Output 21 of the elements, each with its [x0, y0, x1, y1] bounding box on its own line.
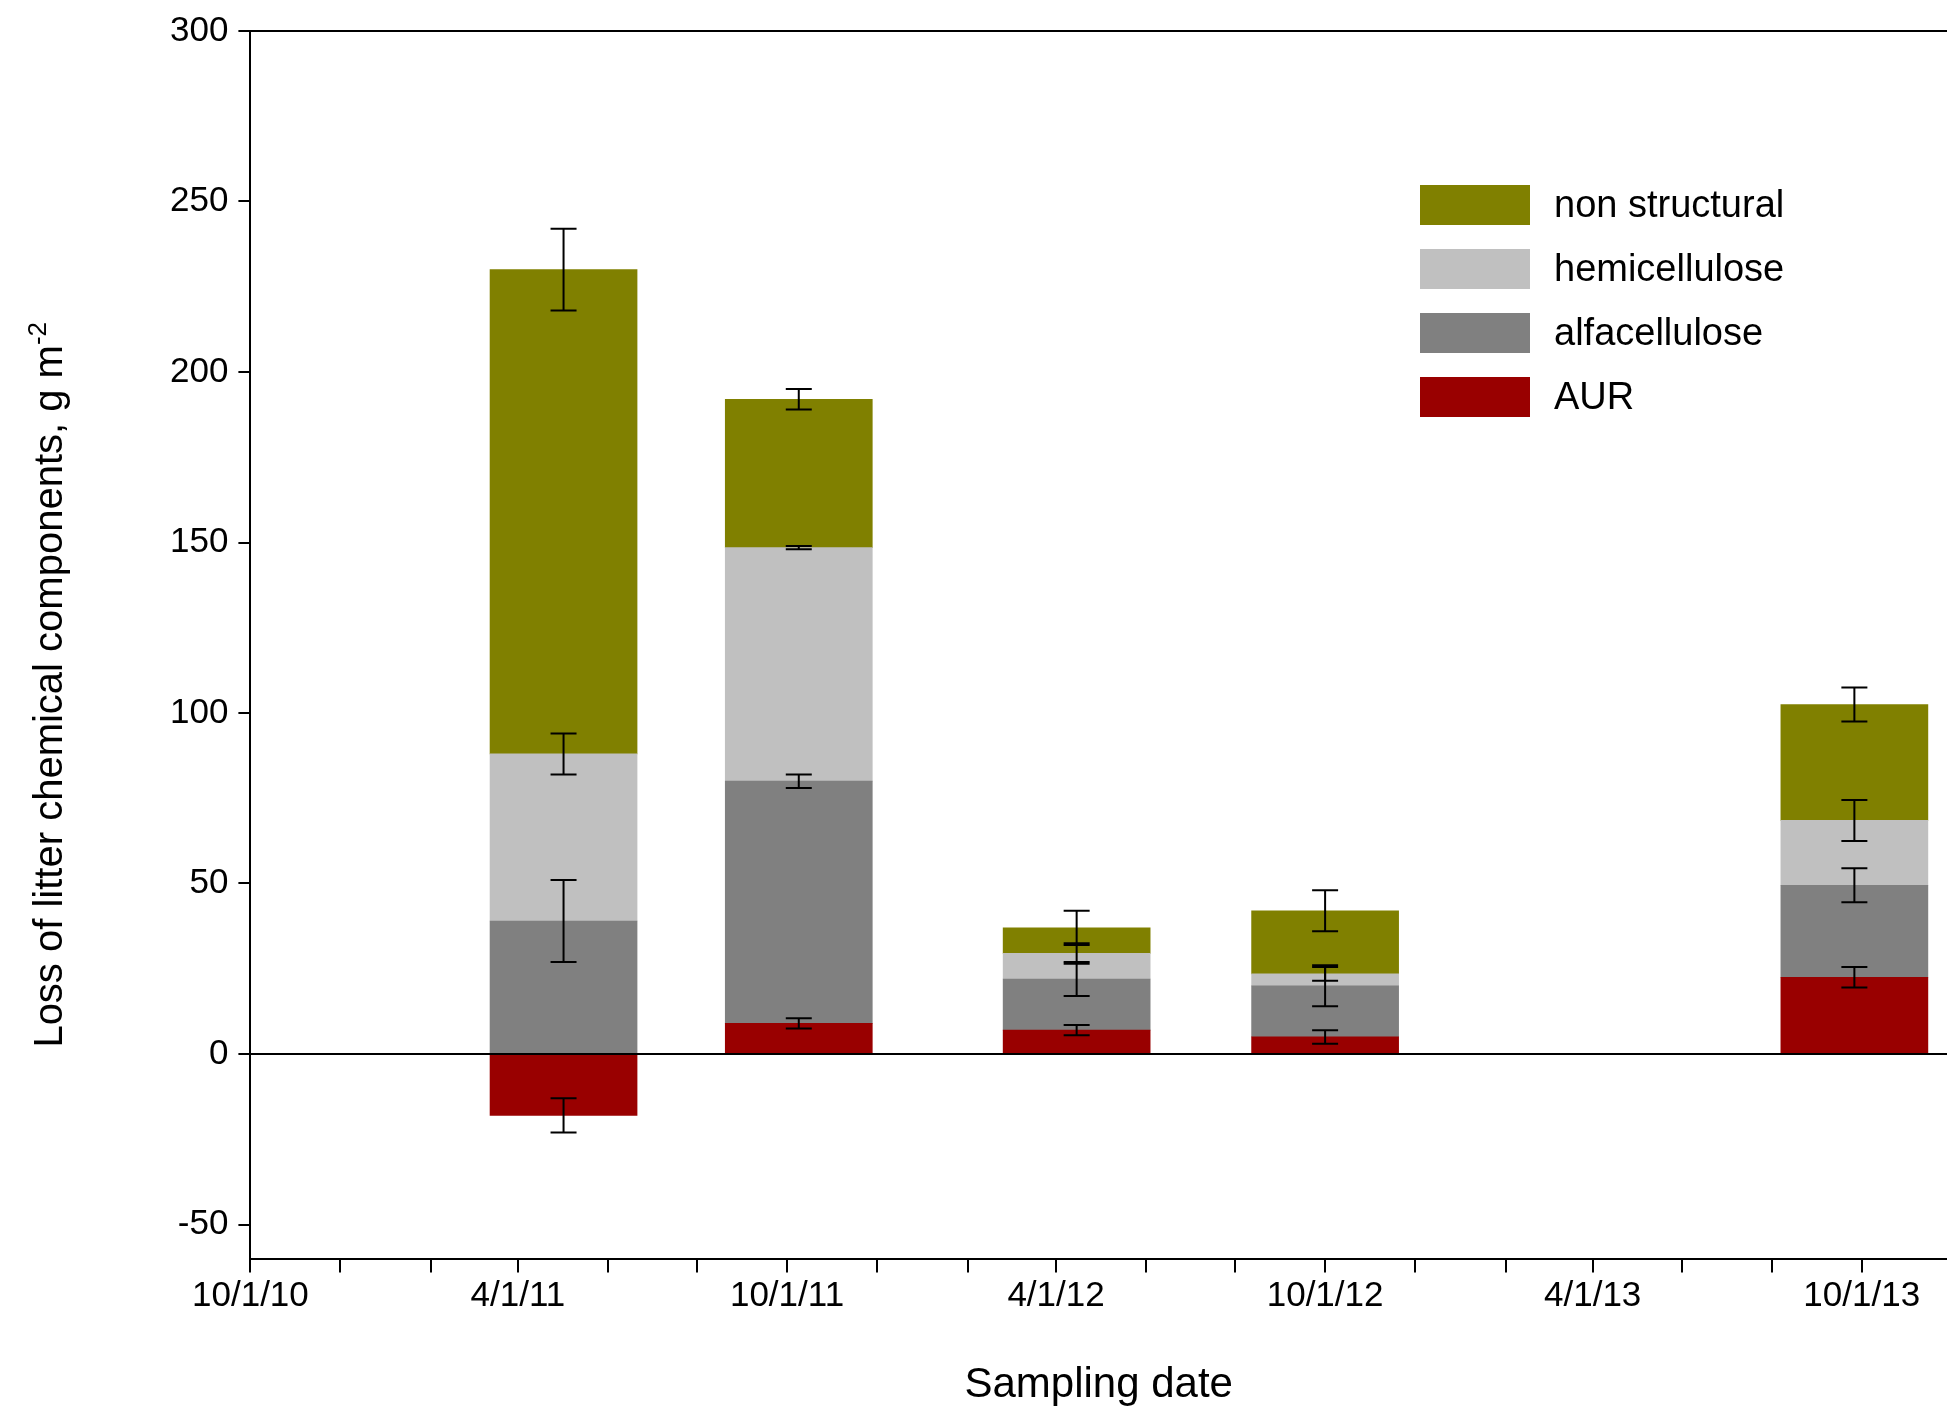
x-tick-label: 10/1/13: [1803, 1274, 1921, 1314]
y-axis-title: Loss of litter chemical components, g m-2: [22, 321, 70, 1048]
x-axis-title: Sampling date: [964, 1359, 1233, 1407]
x-tick-label: 4/1/12: [1007, 1274, 1105, 1314]
x-tick-label: 4/1/13: [1544, 1274, 1642, 1314]
legend-label: alfacellulose: [1554, 311, 1764, 354]
x-tick-label: 10/1/12: [1266, 1274, 1384, 1314]
y-tick-label: 0: [208, 1031, 229, 1071]
y-tick-label: 50: [189, 861, 229, 901]
y-tick-label: 200: [169, 349, 229, 389]
y-tick-label: 250: [169, 179, 229, 219]
legend-label: AUR: [1554, 375, 1635, 418]
x-tick-label: 10/1/11: [729, 1274, 845, 1314]
y-tick-label: 150: [169, 520, 229, 560]
x-tick-label: 4/1/11: [470, 1274, 566, 1314]
y-tick-label: 300: [169, 8, 229, 48]
legend-label: hemicellulose: [1554, 247, 1785, 290]
y-tick-label: -50: [177, 1202, 229, 1242]
y-tick-label: 100: [169, 690, 229, 730]
legend-label: non structural: [1554, 183, 1785, 226]
x-tick-label: 10/1/10: [192, 1274, 309, 1314]
